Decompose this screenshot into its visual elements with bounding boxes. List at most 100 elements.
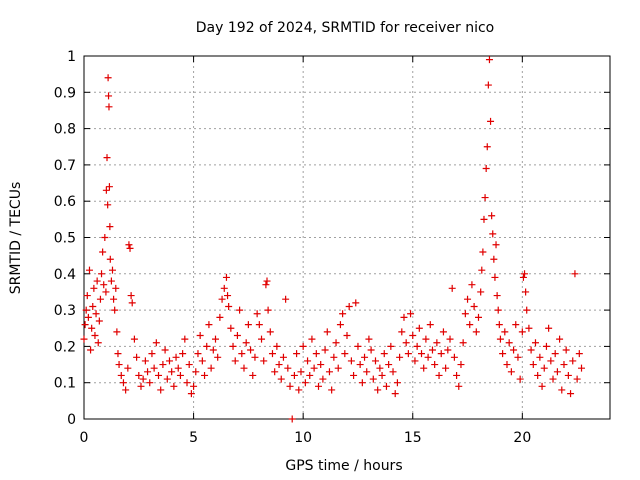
grid	[84, 56, 610, 419]
data-point	[122, 386, 130, 394]
data-point	[83, 292, 91, 300]
data-point	[271, 368, 279, 376]
data-point	[481, 194, 489, 202]
data-point	[407, 310, 415, 318]
data-point	[306, 371, 314, 379]
data-point	[459, 339, 467, 347]
data-point	[293, 350, 301, 358]
data-point	[301, 379, 309, 387]
y-tick-label: 0.8	[54, 122, 76, 138]
data-point	[105, 92, 113, 100]
data-point	[255, 321, 263, 329]
data-point	[560, 361, 568, 369]
data-point	[328, 386, 336, 394]
data-point	[87, 346, 95, 354]
data-point	[209, 346, 217, 354]
data-point	[216, 313, 224, 321]
data-point	[428, 346, 436, 354]
data-point	[510, 346, 518, 354]
data-point	[251, 353, 259, 361]
data-point	[422, 335, 430, 343]
data-point	[108, 266, 116, 274]
y-tick-label: 0.1	[54, 376, 76, 392]
data-point	[312, 350, 320, 358]
data-point	[127, 292, 135, 300]
chart-title: Day 192 of 2024, SRMTID for receiver nic…	[196, 20, 494, 36]
data-point	[102, 288, 110, 296]
data-point	[103, 154, 111, 162]
data-point	[179, 350, 187, 358]
data-point	[183, 379, 191, 387]
data-point	[238, 350, 246, 358]
data-point	[242, 339, 250, 347]
data-point	[110, 295, 118, 303]
data-point	[165, 357, 173, 365]
data-point	[99, 248, 107, 256]
data-point	[361, 353, 369, 361]
data-point	[137, 382, 145, 390]
data-point	[529, 361, 537, 369]
data-point	[571, 270, 579, 278]
data-point	[104, 201, 112, 209]
data-point	[187, 390, 195, 398]
x-axis-label: GPS time / hours	[285, 458, 402, 474]
data-point	[92, 310, 100, 318]
data-point	[439, 328, 447, 336]
data-point	[404, 350, 412, 358]
data-point	[82, 306, 90, 314]
data-point	[275, 361, 283, 369]
data-point	[304, 357, 312, 365]
data-point	[233, 332, 241, 340]
data-point	[369, 375, 377, 383]
data-point	[282, 295, 290, 303]
data-point	[354, 342, 362, 350]
data-point	[435, 371, 443, 379]
data-point	[218, 295, 226, 303]
data-point	[106, 255, 114, 263]
data-point	[363, 368, 371, 376]
data-point	[482, 165, 490, 173]
data-point	[130, 335, 138, 343]
data-point	[516, 375, 524, 383]
data-point	[365, 335, 373, 343]
data-point	[222, 273, 230, 281]
data-point	[114, 350, 122, 358]
data-point	[141, 357, 149, 365]
data-point	[536, 353, 544, 361]
data-point	[492, 241, 500, 249]
data-point	[150, 364, 158, 372]
data-point	[332, 339, 340, 347]
data-point	[144, 368, 152, 376]
x-tick-label: 0	[80, 430, 89, 446]
data-point	[567, 390, 575, 398]
data-point	[470, 302, 478, 310]
data-point	[493, 292, 501, 300]
data-point	[135, 371, 143, 379]
data-point	[507, 368, 515, 376]
data-point	[286, 382, 294, 390]
data-point	[464, 295, 472, 303]
data-point	[101, 234, 109, 241]
data-point	[262, 281, 270, 289]
data-point	[575, 350, 583, 358]
data-point	[341, 350, 349, 358]
data-point	[478, 266, 486, 274]
data-point	[378, 371, 386, 379]
data-point	[88, 324, 96, 332]
data-point	[488, 212, 496, 220]
data-point	[393, 379, 401, 387]
data-point	[181, 335, 189, 343]
data-point	[194, 350, 202, 358]
data-point	[225, 302, 233, 310]
data-point	[558, 386, 566, 394]
data-point	[549, 375, 557, 383]
data-point	[569, 357, 577, 365]
data-point	[244, 321, 252, 329]
y-axis-label: SRMTID / TECUs	[8, 182, 24, 295]
data-point	[358, 379, 366, 387]
data-point	[483, 143, 491, 151]
data-point	[382, 382, 390, 390]
data-point	[89, 302, 97, 310]
data-point	[96, 295, 104, 303]
data-point	[367, 346, 375, 354]
